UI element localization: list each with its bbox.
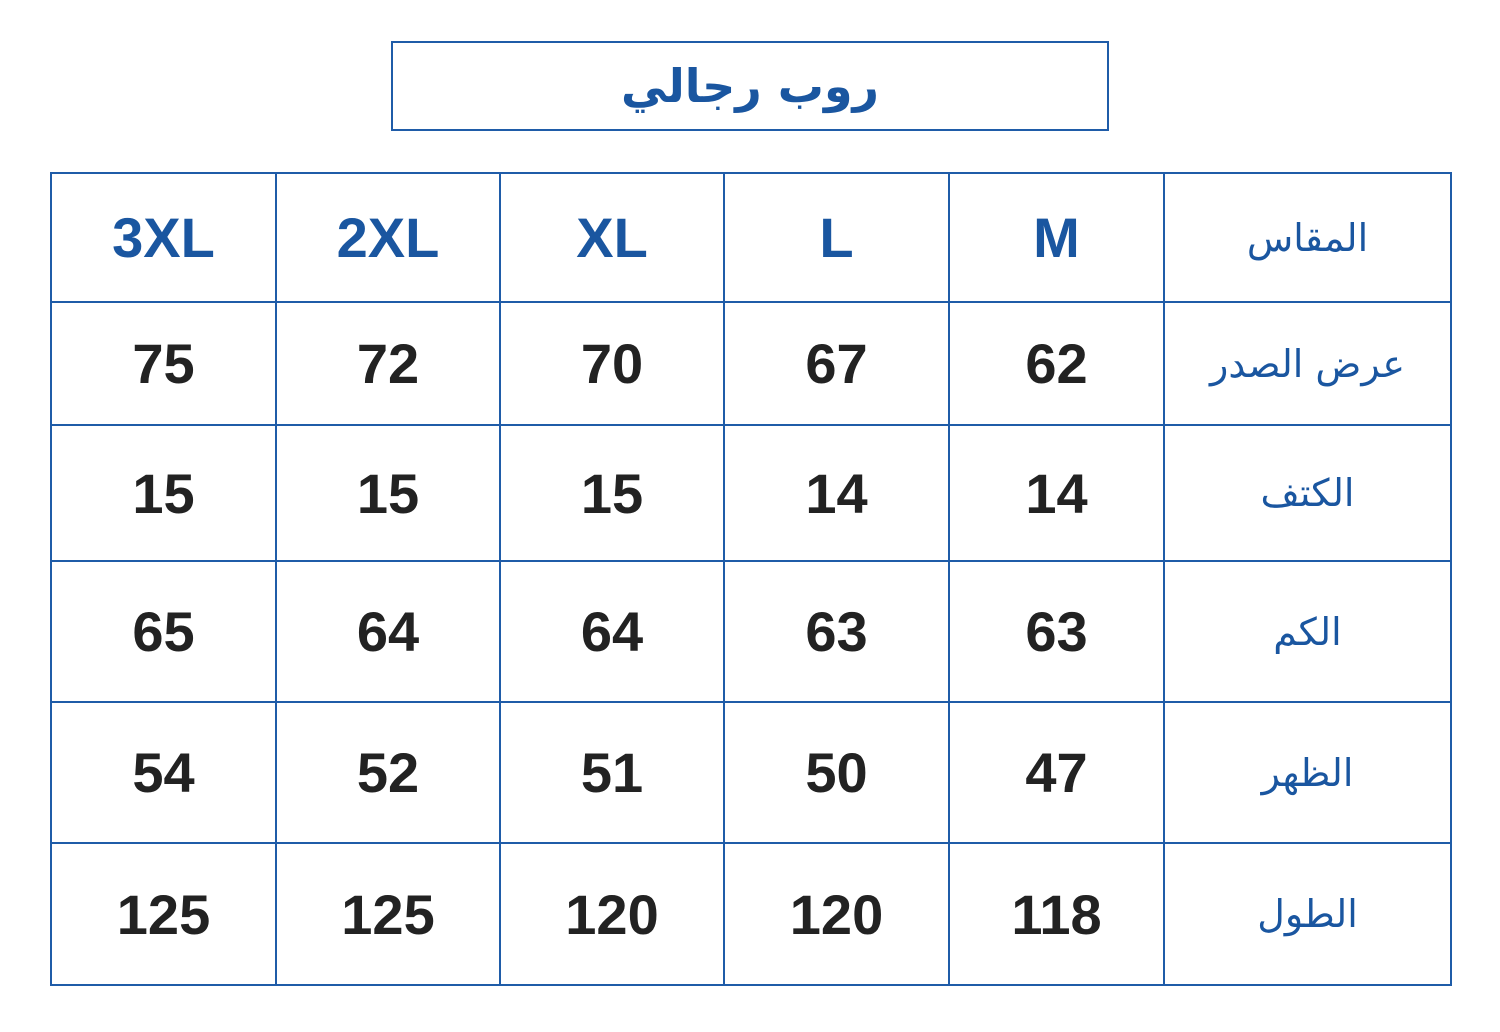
measurement-cell: 125 [50, 842, 277, 986]
size-header: L [723, 172, 950, 303]
page-title: روب رجالي [620, 59, 880, 113]
measurement-cell: 14 [948, 424, 1165, 562]
measurement-cell: 120 [499, 842, 725, 986]
measurement-cell: 63 [948, 560, 1165, 703]
measurement-cell: 14 [723, 424, 950, 562]
measurement-cell: 50 [723, 701, 950, 844]
measurement-cell: 65 [50, 560, 277, 703]
size-label-header: المقاس [1163, 172, 1452, 303]
measurement-cell: 51 [499, 701, 725, 844]
measurement-cell: 67 [723, 301, 950, 426]
measurement-cell: 15 [50, 424, 277, 562]
measurement-label: الكتف [1163, 424, 1452, 562]
measurement-cell: 72 [275, 301, 501, 426]
size-header: M [948, 172, 1165, 303]
measurement-cell: 15 [499, 424, 725, 562]
measurement-cell: 75 [50, 301, 277, 426]
size-header: XL [499, 172, 725, 303]
size-chart-table: 3XL 2XL XL L M المقاس 75 72 70 67 62 عرض الصد… [50, 172, 1452, 986]
size-header: 2XL [275, 172, 501, 303]
measurement-cell: 64 [275, 560, 501, 703]
measurement-cell: 120 [723, 842, 950, 986]
table-row: 54 52 51 50 47 الظهر [50, 701, 1452, 844]
title-box: روب رجالي [391, 41, 1109, 131]
measurement-label: الكم [1163, 560, 1452, 703]
measurement-cell: 52 [275, 701, 501, 844]
header-row: 3XL 2XL XL L M المقاس [50, 172, 1452, 303]
measurement-cell: 54 [50, 701, 277, 844]
table-row: 65 64 64 63 63 الكم [50, 560, 1452, 703]
measurement-cell: 118 [948, 842, 1165, 986]
measurement-cell: 63 [723, 560, 950, 703]
table-row: 75 72 70 67 62 عرض الصدر [50, 301, 1452, 426]
measurement-cell: 62 [948, 301, 1165, 426]
measurement-cell: 15 [275, 424, 501, 562]
table-row: 15 15 15 14 14 الكتف [50, 424, 1452, 562]
measurement-cell: 64 [499, 560, 725, 703]
measurement-label: عرض الصدر [1163, 301, 1452, 426]
measurement-cell: 70 [499, 301, 725, 426]
measurement-label: الطول [1163, 842, 1452, 986]
measurement-cell: 47 [948, 701, 1165, 844]
measurement-cell: 125 [275, 842, 501, 986]
measurement-label: الظهر [1163, 701, 1452, 844]
table-row: 125 125 120 120 118 الطول [50, 842, 1452, 986]
size-header: 3XL [50, 172, 277, 303]
